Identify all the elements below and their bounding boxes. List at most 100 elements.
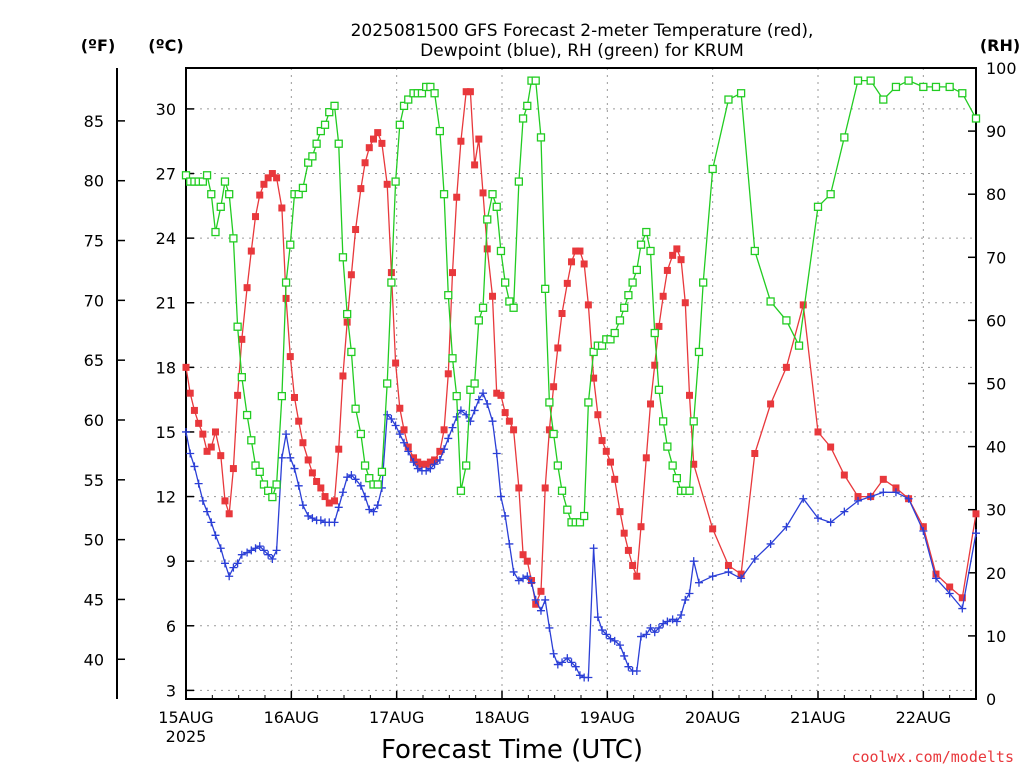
data-point — [590, 374, 598, 382]
rh-tick-label: 30 — [986, 501, 1006, 520]
data-point — [854, 496, 863, 505]
fahrenheit-tick-label: 85 — [84, 112, 104, 131]
data-point — [554, 344, 562, 352]
data-point — [229, 234, 238, 243]
data-point — [545, 426, 553, 434]
data-point — [932, 570, 940, 578]
celsius-axis: 3 6 9 12 15 18 21 24 27 30 — [156, 100, 194, 700]
data-point — [377, 467, 387, 476]
data-point — [426, 458, 434, 466]
data-point — [243, 548, 252, 557]
data-point — [391, 421, 400, 430]
rh-unit-label: (RH) — [980, 36, 1020, 55]
data-point — [620, 529, 628, 537]
data-point — [620, 303, 629, 312]
data-point — [225, 190, 234, 199]
data-point — [352, 226, 360, 234]
data-point — [404, 447, 413, 456]
data-point — [220, 177, 230, 186]
data-point — [558, 658, 567, 667]
data-point — [356, 429, 366, 439]
data-point — [422, 466, 431, 475]
data-point — [668, 461, 677, 470]
data-point — [462, 461, 471, 470]
x-year-label: 2025 — [166, 727, 207, 746]
data-point — [672, 473, 682, 483]
data-point — [575, 671, 584, 680]
data-point — [558, 310, 566, 318]
data-point — [435, 126, 445, 136]
data-point — [448, 269, 456, 277]
data-point — [615, 641, 624, 650]
data-point — [202, 171, 212, 180]
data-point — [444, 434, 453, 443]
data-point — [919, 82, 928, 92]
data-point — [659, 417, 668, 426]
data-point — [904, 494, 913, 503]
data-point — [519, 574, 528, 583]
data-point — [580, 260, 588, 268]
rh-tick-label: 50 — [986, 375, 1006, 394]
data-point — [211, 428, 219, 436]
rh-tick-label: 90 — [986, 122, 1006, 141]
data-point — [295, 417, 303, 425]
data-point — [519, 551, 527, 559]
data-point — [207, 518, 216, 527]
data-point — [347, 471, 356, 480]
data-point — [563, 279, 571, 287]
data-point — [483, 245, 491, 253]
data-point — [290, 464, 299, 473]
data-point — [523, 572, 532, 581]
data-point — [514, 177, 524, 186]
celsius-tick-label: 9 — [166, 552, 176, 571]
data-point — [536, 133, 546, 142]
data-point — [430, 460, 439, 469]
data-point — [606, 335, 615, 344]
data-point — [575, 518, 585, 527]
fahrenheit-tick-label: 55 — [84, 471, 104, 490]
data-point — [304, 511, 313, 520]
celsius-tick-label: 24 — [156, 229, 176, 248]
data-point — [243, 284, 251, 292]
data-point — [505, 297, 514, 306]
data-point — [229, 465, 237, 473]
data-point — [637, 632, 646, 641]
data-point — [620, 651, 629, 660]
celsius-tick-label: 12 — [156, 488, 176, 507]
rh-axis: 0 10 20 30 40 50 60 70 80 90 100 — [968, 59, 1017, 709]
fahrenheit-tick-label: 80 — [84, 172, 104, 191]
celsius-tick-label: 3 — [166, 681, 176, 700]
data-point — [471, 161, 479, 169]
data-point — [536, 606, 545, 615]
data-point — [527, 578, 536, 587]
data-point — [229, 563, 238, 572]
data-point — [316, 126, 325, 136]
data-point — [335, 445, 343, 453]
data-point — [225, 510, 233, 518]
data-point — [387, 415, 396, 424]
data-point — [799, 301, 807, 309]
data-point — [252, 213, 260, 221]
data-point — [488, 190, 497, 199]
celsius-tick-label: 27 — [156, 165, 176, 184]
data-point — [594, 411, 602, 419]
data-point — [233, 322, 242, 331]
data-point — [931, 82, 941, 92]
fahrenheit-tick-label: 75 — [84, 232, 104, 251]
data-point — [647, 400, 655, 408]
data-point — [440, 445, 449, 454]
data-point — [694, 347, 704, 357]
data-point — [489, 292, 497, 300]
data-point — [826, 518, 835, 527]
data-point — [378, 139, 386, 147]
data-point — [181, 171, 191, 180]
data-point — [272, 480, 281, 489]
data-point — [541, 484, 549, 492]
data-point — [186, 389, 194, 397]
data-point — [610, 328, 619, 338]
data-point — [470, 406, 479, 415]
data-point — [299, 439, 307, 447]
data-point — [272, 546, 281, 555]
data-point — [417, 89, 427, 98]
data-point — [650, 328, 659, 338]
